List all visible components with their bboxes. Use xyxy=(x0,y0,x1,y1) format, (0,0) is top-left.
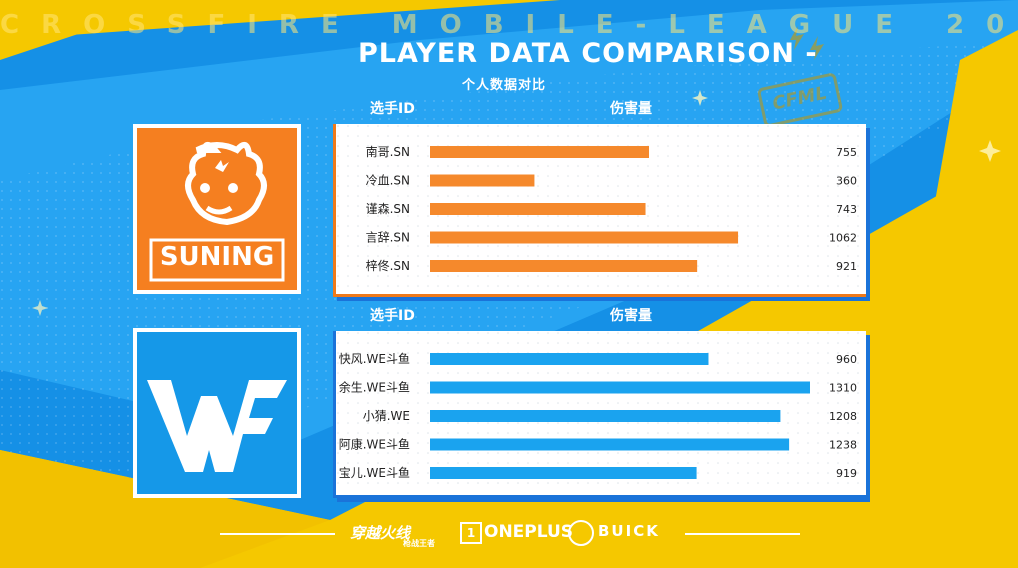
suning-damage-chart: 南哥.SN 755 冷血.SN 360 谨森.SN 743 言辞.SN 1062 梓佟.SN 92… xyxy=(336,124,863,291)
damage-value: 360 xyxy=(836,175,857,188)
we-damage-panel: 快风.WE斗鱼 960 余生.WE斗鱼 1310 小猜.WE 1208 阿康.WE斗鱼 123… xyxy=(333,331,866,498)
footer-divider-left xyxy=(220,533,335,535)
page-title: PLAYER DATA COMPARISON - xyxy=(358,38,818,69)
team-name-suning: SUNING xyxy=(159,242,275,272)
player-label: 谨森.SN xyxy=(366,201,410,216)
player-label: 阿康.WE斗鱼 xyxy=(339,437,410,452)
damage-value: 1062 xyxy=(829,232,857,245)
damage-value: 1310 xyxy=(829,382,857,395)
damage-bar xyxy=(430,381,810,394)
damage-bar xyxy=(430,174,535,187)
col-header-player-id: 选手ID xyxy=(370,308,415,324)
damage-value: 1208 xyxy=(829,410,857,423)
we-logo xyxy=(133,328,301,498)
buick-shield-icon xyxy=(568,520,594,546)
we-mark-icon xyxy=(147,380,287,472)
damage-bar xyxy=(430,410,781,422)
page-subtitle: 个人数据对比 xyxy=(462,78,547,93)
damage-bar xyxy=(430,203,646,215)
we-damage-chart: 快风.WE斗鱼 960 余生.WE斗鱼 1310 小猜.WE 1208 阿康.WE斗鱼 123… xyxy=(336,331,863,492)
damage-bar xyxy=(430,260,698,272)
sponsor-oneplus: ONEPLUS xyxy=(484,522,574,542)
oneplus-icon: 1 xyxy=(460,522,482,544)
col-header-player-id: 选手ID xyxy=(370,101,415,117)
suning-damage-panel: 南哥.SN 755 冷血.SN 360 谨森.SN 743 言辞.SN 1062 梓佟.SN 92… xyxy=(333,124,866,297)
damage-value: 919 xyxy=(836,467,857,480)
player-label: 快风.WE斗鱼 xyxy=(339,352,410,366)
footer-divider-right xyxy=(685,533,800,535)
league-banner: CROSSFIRE MOBILE-LEAGUE 2020 xyxy=(0,10,1018,40)
sponsor-buick: BUICK xyxy=(598,522,660,540)
player-label: 南哥.SN xyxy=(366,144,410,159)
damage-value: 755 xyxy=(836,146,857,159)
damage-value: 921 xyxy=(836,260,857,273)
player-label: 冷血.SN xyxy=(366,174,410,188)
damage-bar xyxy=(430,231,739,244)
player-label: 梓佟.SN xyxy=(366,258,410,273)
damage-bar xyxy=(430,467,697,479)
damage-value: 960 xyxy=(836,353,857,366)
damage-bar xyxy=(430,438,790,451)
suning-logo: SUNING xyxy=(133,124,301,294)
damage-bar xyxy=(430,146,650,158)
player-label: 余生.WE斗鱼 xyxy=(339,380,410,395)
damage-value: 1238 xyxy=(829,439,857,452)
sponsor-cf: 穿越火线 xyxy=(350,524,411,542)
col-header-damage: 伤害量 xyxy=(610,308,652,324)
player-label: 宝儿.WE斗鱼 xyxy=(339,466,410,480)
player-label: 言辞.SN xyxy=(366,230,410,245)
suning-lion-icon xyxy=(149,141,285,282)
damage-value: 743 xyxy=(836,203,857,216)
damage-bar xyxy=(430,353,709,365)
col-header-damage: 伤害量 xyxy=(610,101,652,117)
sponsor-cf-sub: 枪战王者 xyxy=(403,539,435,548)
player-label: 小猜.WE xyxy=(363,409,410,423)
